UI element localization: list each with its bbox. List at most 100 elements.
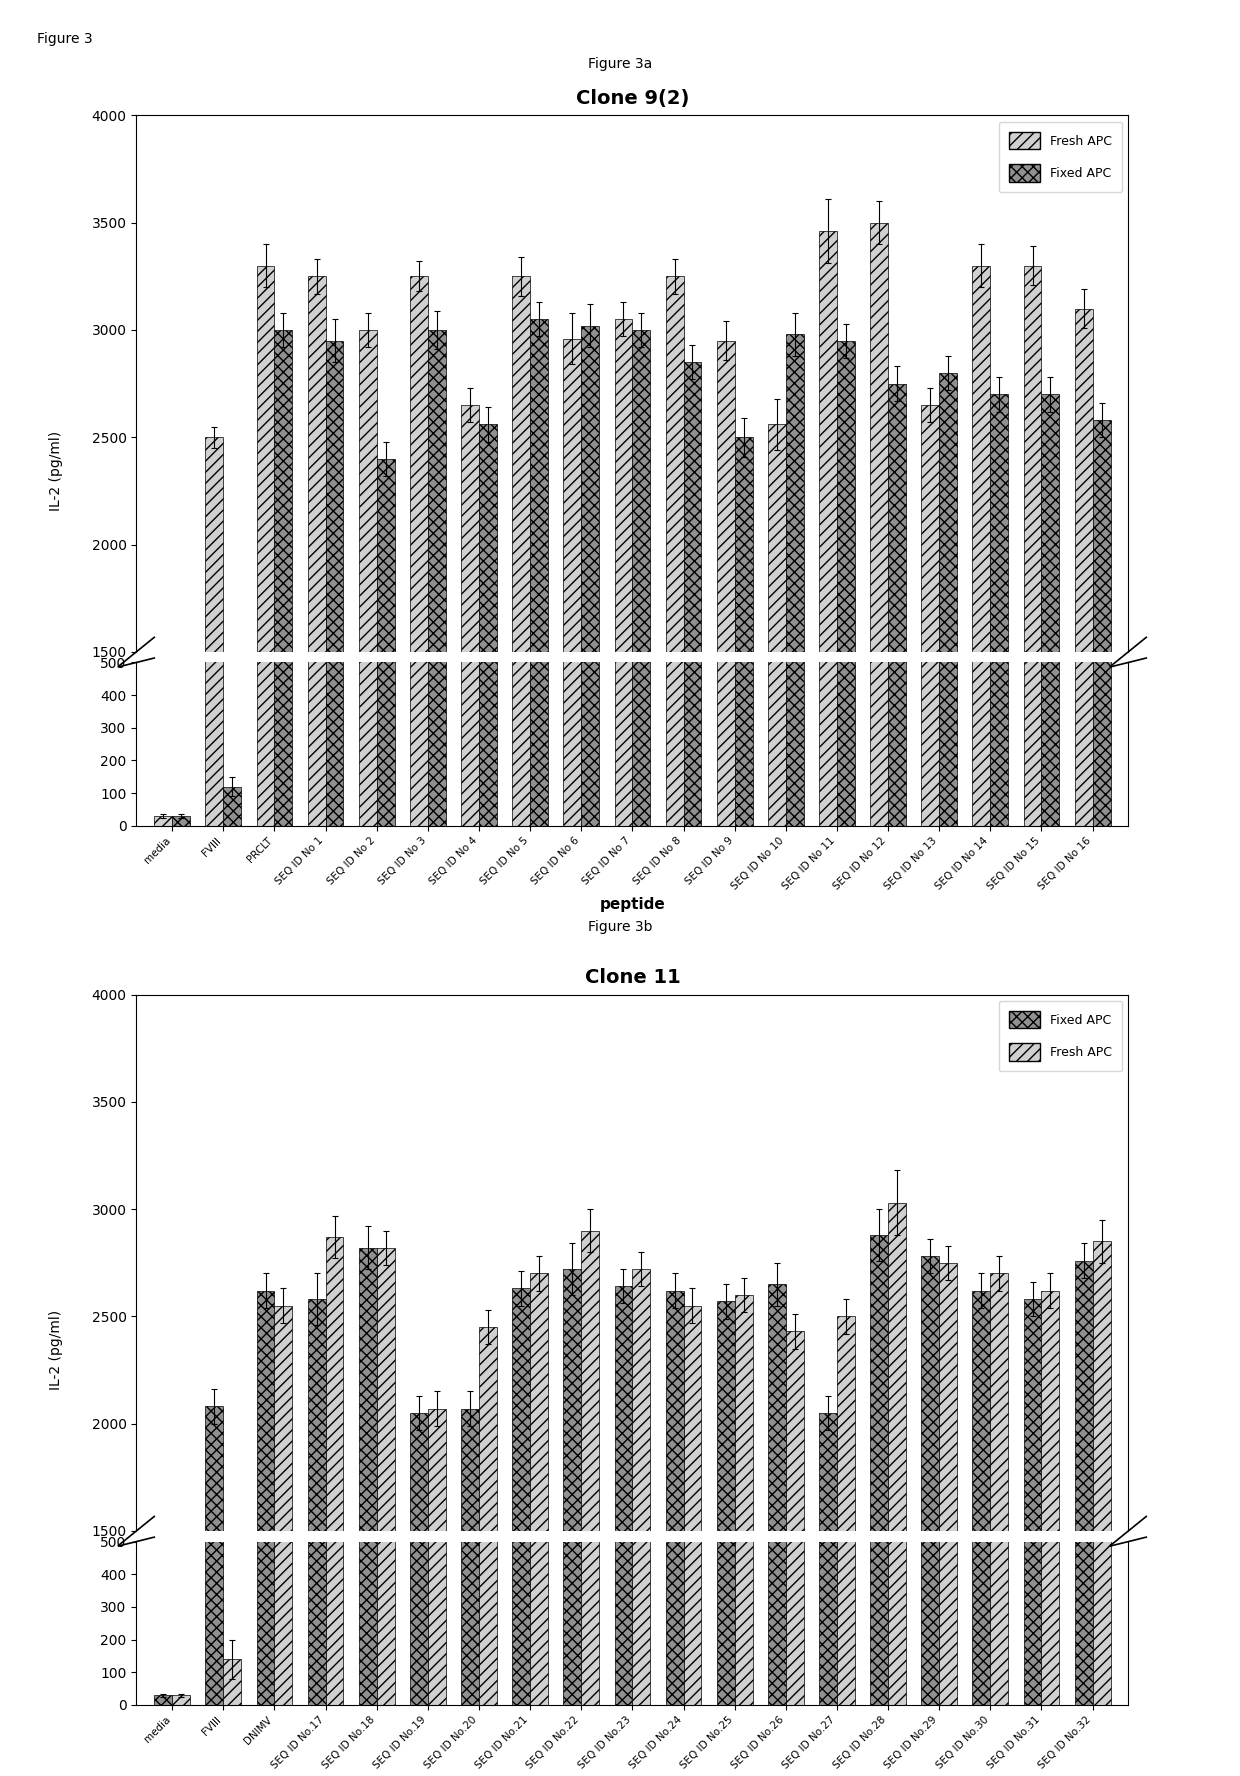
Bar: [206, 1025, 223, 1705]
Bar: [206, 9, 223, 826]
Bar: [582, 757, 599, 1705]
Legend: Fresh APC, Fixed APC: Fresh APC, Fixed APC: [999, 123, 1122, 192]
Bar: [683, 1305, 702, 1776]
Bar: [734, 1295, 753, 1776]
Bar: [972, 0, 991, 826]
Bar: [410, 0, 428, 826]
Title: Clone 11: Clone 11: [584, 968, 681, 987]
Bar: [410, 277, 428, 973]
Bar: [734, 437, 753, 973]
Bar: [563, 339, 582, 973]
Bar: [837, 888, 854, 1705]
Bar: [888, 384, 906, 973]
Bar: [308, 861, 326, 1705]
Bar: [274, 330, 293, 973]
Bar: [428, 0, 445, 826]
Bar: [410, 1035, 428, 1705]
Bar: [820, 1035, 837, 1705]
Bar: [377, 458, 394, 973]
Bar: [734, 9, 753, 826]
Bar: [531, 320, 548, 973]
Bar: [615, 1286, 632, 1776]
Bar: [154, 1694, 172, 1705]
Bar: [531, 1273, 548, 1776]
Bar: [479, 424, 497, 973]
Bar: [972, 849, 991, 1705]
Bar: [615, 0, 632, 826]
Bar: [972, 1291, 991, 1776]
Bar: [939, 0, 957, 826]
Bar: [358, 783, 377, 1705]
Bar: [786, 911, 804, 1705]
Bar: [1075, 803, 1092, 1705]
Bar: [326, 767, 343, 1705]
Bar: [991, 394, 1008, 973]
Bar: [512, 277, 531, 973]
Bar: [582, 325, 599, 973]
Bar: [206, 1407, 223, 1776]
Bar: [991, 0, 1008, 826]
Bar: [326, 1238, 343, 1776]
Bar: [1075, 309, 1092, 973]
Bar: [666, 0, 683, 826]
Bar: [615, 320, 632, 973]
Bar: [683, 872, 702, 1705]
Bar: [257, 0, 274, 826]
Bar: [870, 1234, 888, 1776]
Bar: [1092, 1241, 1111, 1776]
Bar: [358, 330, 377, 973]
Bar: [939, 806, 957, 1705]
Bar: [172, 968, 190, 973]
Title: Clone 9(2): Clone 9(2): [575, 89, 689, 108]
Bar: [223, 1659, 242, 1705]
Bar: [428, 1028, 445, 1705]
Bar: [479, 0, 497, 826]
Bar: [512, 0, 531, 826]
Bar: [274, 872, 293, 1705]
Bar: [358, 1249, 377, 1776]
Bar: [717, 341, 734, 973]
Legend: Fixed APC, Fresh APC: Fixed APC, Fresh APC: [999, 1002, 1122, 1071]
Bar: [326, 0, 343, 826]
Bar: [428, 1408, 445, 1776]
Bar: [377, 783, 394, 1705]
Bar: [1042, 849, 1059, 1705]
Bar: [837, 341, 854, 973]
Text: IL-2 (pg/ml): IL-2 (pg/ml): [48, 430, 63, 511]
Bar: [991, 1273, 1008, 1776]
Bar: [717, 0, 734, 826]
Bar: [991, 822, 1008, 1705]
Bar: [563, 0, 582, 826]
Bar: [615, 842, 632, 1705]
Bar: [461, 1408, 479, 1776]
Bar: [479, 1327, 497, 1776]
Bar: [921, 405, 939, 973]
Text: Figure 3: Figure 3: [37, 32, 93, 46]
Bar: [768, 1284, 786, 1776]
Bar: [326, 341, 343, 973]
Bar: [666, 849, 683, 1705]
Bar: [820, 231, 837, 973]
Bar: [888, 0, 906, 826]
Bar: [786, 1332, 804, 1776]
Bar: [377, 1249, 394, 1776]
Bar: [632, 330, 650, 973]
Bar: [1092, 0, 1111, 826]
Bar: [274, 1305, 293, 1776]
Bar: [870, 764, 888, 1705]
Bar: [308, 1300, 326, 1776]
Bar: [972, 266, 991, 973]
Bar: [632, 1270, 650, 1776]
Bar: [683, 0, 702, 826]
Bar: [206, 437, 223, 973]
Bar: [888, 1202, 906, 1776]
Bar: [683, 362, 702, 973]
Bar: [1092, 774, 1111, 1705]
Bar: [223, 948, 242, 973]
Bar: [410, 1414, 428, 1776]
Bar: [257, 1291, 274, 1776]
Bar: [274, 0, 293, 826]
Bar: [837, 1316, 854, 1776]
Bar: [531, 0, 548, 826]
X-axis label: peptide: peptide: [599, 897, 666, 913]
